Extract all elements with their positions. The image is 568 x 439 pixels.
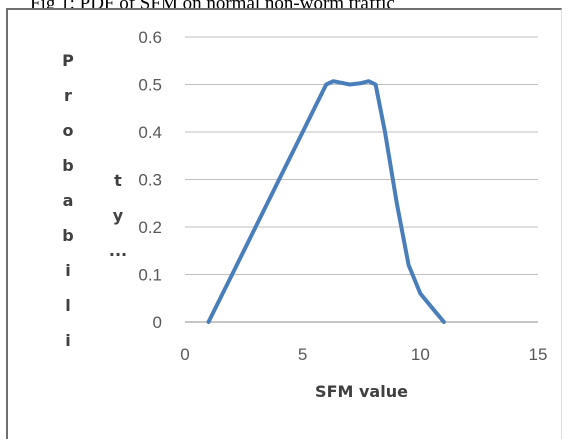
y-label-letter: i — [65, 261, 70, 280]
y-label-letter: b — [62, 156, 73, 175]
chart-frame — [6, 8, 562, 439]
x-tick-label: 0 — [180, 345, 189, 364]
y-tick-label: 0.6 — [138, 28, 162, 47]
y-tick-labels: 0 0.1 0.2 0.3 0.4 0.5 0.6 — [138, 28, 162, 332]
y-label-letter: o — [63, 121, 74, 140]
y-tick-label: 0.1 — [138, 266, 162, 285]
y-label-letter: r — [64, 86, 72, 105]
x-axis-label: SFM value — [315, 382, 408, 401]
series-group — [206, 79, 446, 324]
x-tick-label: 15 — [529, 345, 548, 364]
y-label-letter: b — [62, 226, 73, 245]
y-tick-label: 0 — [153, 313, 162, 332]
series-line — [206, 79, 446, 324]
gridlines — [185, 36, 538, 323]
y-label-letter: y — [113, 206, 124, 225]
y-label-letter: l — [65, 296, 70, 315]
y-label-letter: a — [63, 191, 74, 210]
x-tick-labels: 0 5 10 15 — [180, 345, 547, 364]
y-axis-label: Probability... — [62, 51, 127, 350]
y-tick-label: 0.2 — [138, 218, 162, 237]
y-tick-label: 0.5 — [138, 76, 162, 95]
y-label-letter: P — [62, 51, 74, 70]
x-tick-label: 10 — [411, 345, 430, 364]
y-label-letter: t — [114, 171, 122, 190]
y-tick-label: 0.3 — [138, 171, 162, 190]
x-tick-label: 5 — [298, 345, 307, 364]
y-tick-label: 0.4 — [138, 123, 162, 142]
y-label-letter: i — [65, 331, 70, 350]
y-label-letter: ... — [109, 241, 127, 260]
